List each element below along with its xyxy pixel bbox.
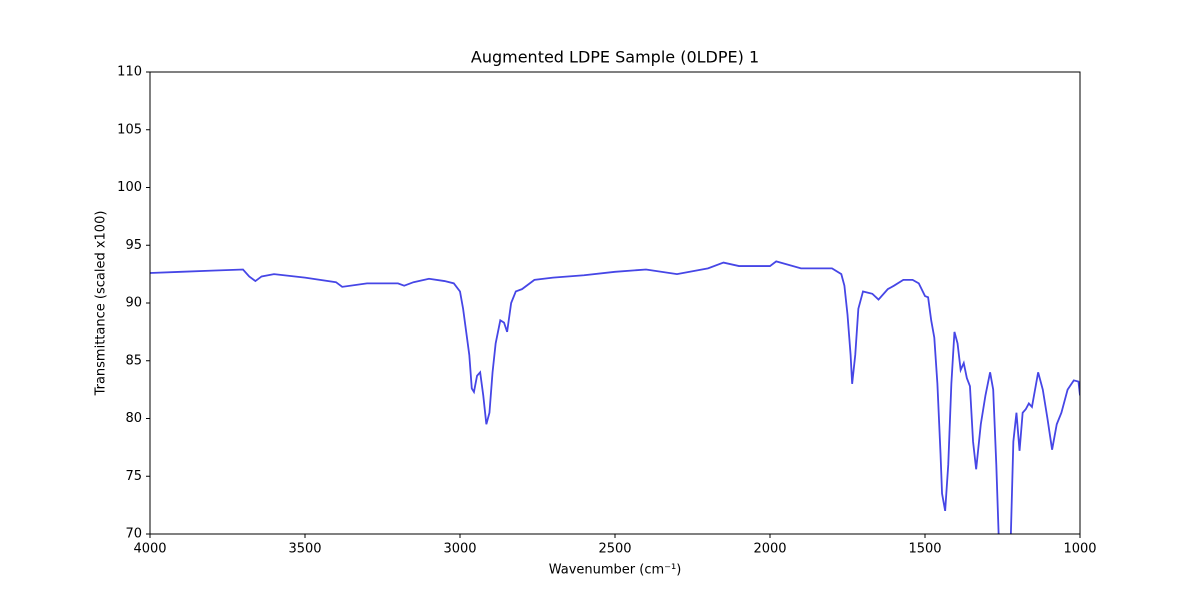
spectrum-line — [150, 260, 1080, 534]
y-tick-label: 90 — [125, 296, 142, 311]
chart-title: Augmented LDPE Sample (0LDPE) 1 — [471, 48, 759, 67]
y-tick-label: 85 — [125, 353, 142, 368]
plot-frame — [149, 71, 1081, 535]
y-tick-label: 70 — [125, 527, 142, 542]
x-tick-label: 4000 — [133, 542, 166, 557]
y-tick-label: 100 — [117, 180, 142, 195]
x-tick-label: 1000 — [1063, 542, 1096, 557]
y-tick-label: 75 — [125, 469, 142, 484]
x-tick-label: 1500 — [908, 542, 941, 557]
x-tick-label: 2000 — [753, 542, 786, 557]
y-tick-label: 80 — [125, 411, 142, 426]
y-tick-label: 95 — [125, 238, 142, 253]
x-tick-label: 3000 — [443, 542, 476, 557]
y-tick-label: 105 — [117, 122, 142, 137]
x-axis-label: Wavenumber (cm⁻¹) — [549, 563, 682, 578]
y-tick-label: 110 — [117, 65, 142, 80]
x-tick-label: 3500 — [288, 542, 321, 557]
x-tick-label: 2500 — [598, 542, 631, 557]
y-axis-label: Transmittance (scaled x100) — [94, 211, 109, 397]
